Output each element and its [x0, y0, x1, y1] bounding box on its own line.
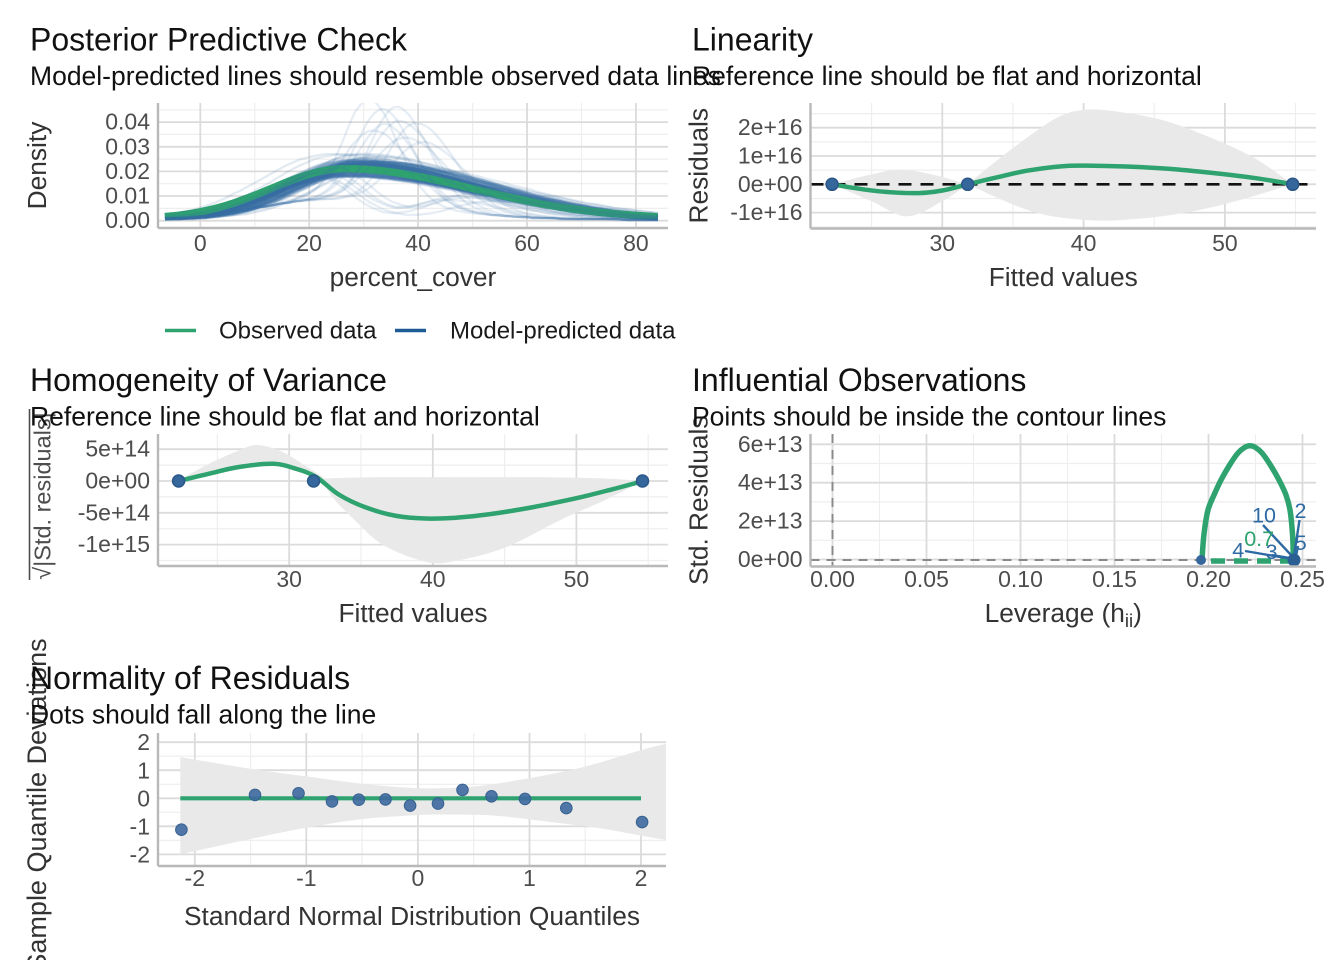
- svg-text:6e+13: 6e+13: [738, 431, 803, 457]
- svg-text:0: 0: [412, 865, 425, 891]
- svg-text:1: 1: [137, 757, 150, 783]
- svg-text:0.15: 0.15: [1092, 566, 1137, 592]
- svg-text:0.7: 0.7: [1244, 527, 1274, 551]
- svg-text:Posterior Predictive Check: Posterior Predictive Check: [30, 22, 408, 58]
- svg-text:0.01: 0.01: [105, 183, 150, 209]
- svg-text:-2: -2: [185, 865, 205, 891]
- svg-text:Linearity: Linearity: [692, 22, 813, 58]
- svg-text:-1e+16: -1e+16: [730, 199, 802, 225]
- svg-text:2e+16: 2e+16: [738, 114, 803, 140]
- svg-text:0.05: 0.05: [904, 566, 949, 592]
- svg-text:0.04: 0.04: [105, 109, 150, 135]
- svg-text:50: 50: [564, 566, 590, 592]
- svg-text:0.03: 0.03: [105, 133, 150, 159]
- svg-text:-5e+14: -5e+14: [78, 499, 150, 525]
- svg-text:Model-predicted data: Model-predicted data: [450, 318, 676, 345]
- svg-text:Sample Quantile Deviations: Sample Quantile Deviations: [22, 638, 52, 960]
- svg-text:0e+00: 0e+00: [738, 546, 803, 572]
- svg-text:Fitted values: Fitted values: [989, 262, 1138, 292]
- svg-text:0e+00: 0e+00: [738, 171, 803, 197]
- svg-text:0: 0: [137, 785, 150, 811]
- svg-text:30: 30: [276, 566, 302, 592]
- svg-text:1: 1: [523, 865, 536, 891]
- svg-text:Reference line should be flat: Reference line should be flat and horizo…: [692, 61, 1202, 91]
- svg-text:0.00: 0.00: [105, 207, 150, 233]
- svg-text:Normality of Residuals: Normality of Residuals: [30, 660, 350, 696]
- svg-text:1e+16: 1e+16: [738, 143, 803, 169]
- svg-text:0.25: 0.25: [1280, 566, 1325, 592]
- svg-text:3: 3: [1266, 540, 1278, 564]
- svg-text:2e+13: 2e+13: [738, 508, 803, 534]
- svg-text:0.10: 0.10: [998, 566, 1043, 592]
- svg-text:-1: -1: [130, 813, 150, 839]
- svg-text:10: 10: [1252, 504, 1276, 528]
- svg-text:0.02: 0.02: [105, 158, 150, 184]
- svg-text:2: 2: [137, 729, 150, 755]
- svg-text:0e+00: 0e+00: [85, 468, 150, 494]
- svg-text:percent_cover: percent_cover: [330, 262, 497, 292]
- svg-text:Leverage (hii): Leverage (hii): [985, 598, 1142, 631]
- svg-text:80: 80: [623, 230, 649, 256]
- svg-text:Dots should fall along the lin: Dots should fall along the line: [30, 700, 376, 730]
- svg-text:0.20: 0.20: [1186, 566, 1231, 592]
- svg-text:40: 40: [420, 566, 446, 592]
- svg-text:60: 60: [514, 230, 540, 256]
- svg-text:Density: Density: [22, 121, 52, 210]
- svg-text:4e+13: 4e+13: [738, 469, 803, 495]
- svg-text:50: 50: [1212, 230, 1238, 256]
- svg-text:0.00: 0.00: [810, 566, 855, 592]
- svg-text:Standard Normal Distribution Q: Standard Normal Distribution Quantiles: [184, 901, 640, 931]
- svg-text:20: 20: [296, 230, 322, 256]
- svg-text:-1: -1: [296, 865, 316, 891]
- svg-text:2: 2: [1295, 499, 1307, 523]
- svg-text:Std. Residuals: Std. Residuals: [684, 415, 714, 585]
- svg-text:Fitted values: Fitted values: [338, 598, 487, 628]
- svg-text:Homogeneity of Variance: Homogeneity of Variance: [30, 362, 387, 398]
- svg-text:Residuals: Residuals: [684, 108, 714, 223]
- svg-text:-1e+15: -1e+15: [78, 531, 150, 557]
- svg-text:5: 5: [1295, 531, 1307, 555]
- svg-text:Reference line should be flat: Reference line should be flat and horizo…: [30, 402, 540, 432]
- svg-text:2: 2: [635, 865, 648, 891]
- svg-text:30: 30: [930, 230, 956, 256]
- svg-text:Observed data: Observed data: [219, 318, 377, 345]
- svg-text:40: 40: [405, 230, 431, 256]
- svg-text:Model-predicted lines should r: Model-predicted lines should resemble ob…: [30, 61, 721, 91]
- svg-text:-2: -2: [130, 841, 150, 867]
- svg-text:Points should be inside the co: Points should be inside the contour line…: [692, 402, 1166, 432]
- svg-text:Influential Observations: Influential Observations: [692, 362, 1026, 398]
- svg-text:√|Std. residuals|: √|Std. residuals|: [30, 412, 56, 579]
- svg-text:0: 0: [194, 230, 207, 256]
- svg-text:4: 4: [1232, 539, 1244, 563]
- svg-text:40: 40: [1071, 230, 1097, 256]
- svg-text:5e+14: 5e+14: [85, 436, 150, 462]
